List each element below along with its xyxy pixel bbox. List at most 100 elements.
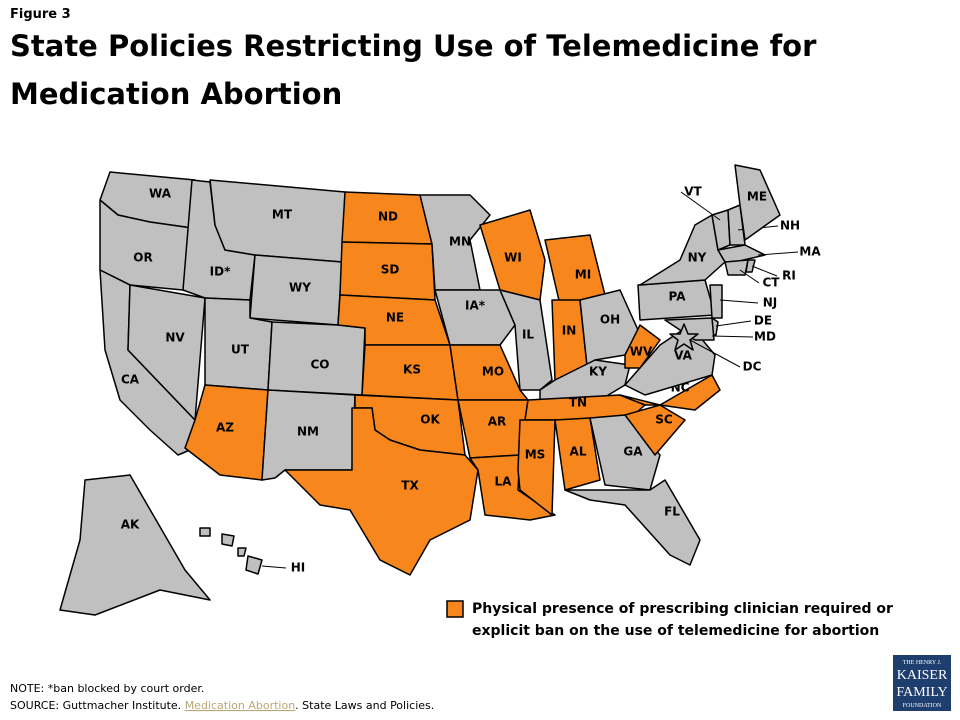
state	[745, 259, 756, 273]
state-label: KS	[403, 363, 421, 377]
state	[624, 404, 686, 456]
state	[284, 407, 479, 576]
state	[517, 419, 556, 516]
state-label: IL	[522, 328, 534, 342]
title: Medication Abortion	[10, 77, 342, 111]
state-label: AL	[570, 445, 587, 459]
source-link[interactable]: Medication Abortion	[185, 699, 296, 712]
state-label: NM	[297, 425, 319, 439]
map: WA OR CA NV ID* MT WY UT CO AZ NM ND SD NE KS OK TX MN IA*…	[59, 164, 821, 616]
state-label: VT	[684, 185, 702, 199]
state-label: SD	[381, 263, 400, 277]
state	[669, 323, 699, 351]
state	[59, 474, 211, 616]
state-label: DC	[743, 360, 762, 374]
state	[539, 359, 631, 401]
source-text: SOURCE: Guttmacher Institute.	[10, 699, 181, 712]
state	[434, 289, 516, 346]
state-label: NV	[165, 331, 185, 345]
state-label: OK	[420, 413, 440, 427]
state	[554, 417, 601, 491]
leader-line	[719, 299, 759, 304]
state	[717, 244, 766, 263]
leader-line	[739, 269, 760, 284]
logo-text: FAMILY	[896, 685, 947, 700]
state-label: RI	[782, 269, 796, 283]
state	[479, 209, 546, 301]
state-label: DE	[754, 314, 772, 328]
leader-line	[751, 265, 778, 277]
state-label: PA	[669, 290, 687, 304]
state-label: AR	[488, 415, 507, 429]
state	[449, 344, 529, 401]
state-label: TX	[401, 479, 419, 493]
state-label: GA	[623, 445, 643, 459]
state	[457, 399, 529, 459]
figure-label: Figure 3	[10, 7, 71, 22]
state-label: FL	[664, 505, 680, 519]
state-label: OH	[600, 313, 620, 327]
leader-line	[689, 339, 741, 368]
state-label: MN	[449, 235, 471, 249]
state-label: WI	[504, 251, 522, 265]
logo	[893, 655, 951, 711]
state-label: KY	[589, 365, 607, 379]
state	[589, 414, 661, 491]
title: State Policies Restricting Use of Teleme…	[10, 29, 817, 63]
state-label: NE	[386, 311, 404, 325]
state-label: CO	[310, 358, 329, 372]
state-label: MS	[525, 448, 546, 462]
state-label: TN	[569, 396, 587, 410]
state-label: AZ	[216, 421, 234, 435]
state-label: ID*	[210, 265, 231, 279]
source-text: . State Laws and Policies.	[295, 699, 434, 712]
legend-label: Physical presence of prescribing clinici…	[472, 601, 893, 617]
legend-label: explicit ban on the use of telemedicine …	[472, 623, 879, 639]
state-label: UT	[231, 343, 250, 357]
state-label: IA*	[465, 299, 486, 313]
legend-swatch	[446, 600, 464, 618]
state	[564, 479, 701, 566]
state-label: ND	[378, 210, 398, 224]
state	[619, 374, 721, 411]
state	[624, 324, 661, 369]
state-label: MO	[482, 365, 504, 379]
state-label: AK	[121, 518, 140, 532]
state-label: CT	[763, 276, 781, 290]
state-label: HI	[291, 561, 306, 575]
state-label: NY	[688, 251, 707, 265]
state-label: NH	[780, 219, 800, 233]
state	[419, 194, 491, 291]
state-label: MD	[754, 330, 776, 344]
state-label: MI	[575, 268, 591, 282]
state-label: LA	[495, 475, 513, 489]
leader-line	[757, 251, 799, 256]
logo-text: KAISER	[897, 668, 948, 683]
source: SOURCE: Guttmacher Institute. Medication…	[10, 699, 434, 712]
state-label: MA	[799, 245, 821, 259]
state	[624, 324, 716, 396]
state-label: NJ	[763, 296, 778, 310]
state-label: CA	[121, 373, 140, 387]
state-label: OR	[133, 251, 152, 265]
state	[199, 527, 263, 575]
state-label: WV	[630, 345, 653, 359]
state-label: WA	[149, 187, 172, 201]
state-label: SC	[655, 413, 673, 427]
state	[734, 164, 781, 241]
leader-line	[680, 191, 721, 221]
logo-text: THE HENRY J.	[903, 660, 942, 666]
state-label: WY	[289, 281, 311, 295]
state	[639, 214, 726, 286]
leader-line	[711, 335, 754, 338]
logo-text: FOUNDATION	[903, 703, 942, 709]
state	[709, 284, 723, 319]
state-label: VA	[674, 349, 692, 363]
leader-line	[261, 565, 287, 569]
leader-line	[715, 320, 752, 327]
state-label: ME	[747, 190, 767, 204]
state-label: MT	[272, 208, 293, 222]
note: NOTE: *ban blocked by court order.	[10, 682, 204, 695]
state-label: IN	[562, 324, 577, 338]
